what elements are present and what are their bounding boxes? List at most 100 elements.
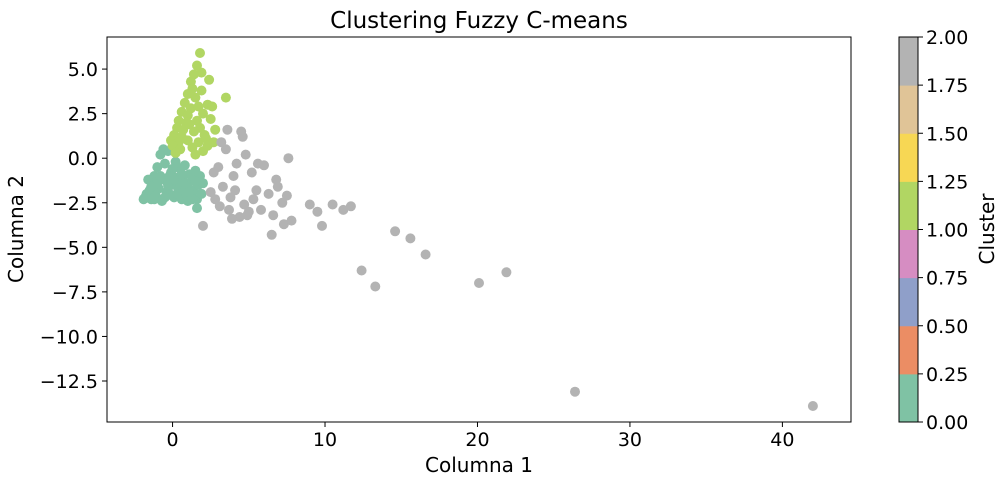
- scatter-point: [248, 194, 259, 205]
- scatter-point: [208, 137, 219, 148]
- scatter-point: [172, 188, 183, 199]
- scatter-point: [216, 137, 227, 148]
- scatter-point: [159, 158, 170, 169]
- y-tick-label: −7.5: [52, 282, 98, 304]
- scatter-point: [196, 188, 207, 199]
- y-tick-label: 5.0: [68, 59, 98, 81]
- scatter-point: [146, 181, 157, 192]
- scatter-point: [170, 147, 181, 158]
- colorbar-tick-label: 0.25: [926, 364, 968, 386]
- y-tick-label: 2.5: [68, 104, 98, 126]
- scatter-point: [196, 67, 207, 78]
- scatter-point: [345, 201, 356, 212]
- colorbar-segment: [899, 85, 918, 134]
- scatter-point: [158, 144, 169, 155]
- scatter-point: [176, 169, 187, 180]
- scatter-point: [474, 278, 484, 288]
- scatter-point: [155, 171, 166, 181]
- scatter-point: [208, 167, 219, 178]
- colorbar-segment: [899, 229, 918, 279]
- scatter-point: [390, 226, 401, 237]
- y-tick-label: −12.5: [40, 371, 98, 393]
- colorbar-segment: [899, 277, 918, 327]
- colorbar-tick-label: 1.25: [926, 171, 968, 193]
- scatter-point: [225, 192, 236, 203]
- scatter-point: [192, 203, 202, 214]
- scatter-point: [278, 219, 289, 230]
- plot-frame: [106, 36, 852, 423]
- scatter-point: [205, 187, 216, 198]
- scatter-point: [281, 190, 292, 201]
- y-tick-label: −10.0: [40, 326, 98, 348]
- colorbar-segment: [899, 325, 918, 375]
- scatter-point: [252, 158, 263, 169]
- scatter-point: [224, 204, 234, 215]
- scatter-point: [190, 176, 201, 187]
- x-tick-label: 0: [167, 429, 179, 451]
- scatter-point: [214, 201, 225, 212]
- scatter-point: [190, 149, 201, 160]
- scatter-point: [256, 204, 266, 215]
- scatter-point: [242, 210, 253, 221]
- scatter-point: [222, 124, 233, 135]
- scatter-point: [184, 187, 195, 198]
- scatter-point: [193, 101, 204, 112]
- scatter-point: [230, 185, 241, 196]
- scatter-point: [286, 215, 297, 226]
- scatter-point: [327, 199, 338, 210]
- scatter-point: [263, 188, 274, 199]
- scatter-point: [190, 92, 201, 103]
- x-tick-label: 40: [770, 429, 794, 451]
- scatter-point: [210, 194, 221, 205]
- colorbar-tick-label: 0.00: [926, 412, 968, 434]
- chart-title: Clustering Fuzzy C-means: [330, 8, 628, 34]
- scatter-point: [198, 108, 208, 119]
- scatter-point: [283, 153, 294, 164]
- scatter-point: [228, 171, 239, 181]
- scatter-point: [272, 181, 283, 192]
- colorbar-segment: [899, 181, 918, 230]
- colorbar-tick-label: 0.50: [926, 316, 968, 338]
- scatter-point: [207, 101, 218, 112]
- scatter-point: [210, 124, 221, 135]
- y-tick-label: −5.0: [52, 237, 98, 259]
- scatter-point: [231, 158, 242, 169]
- colorbar-segment: [899, 37, 918, 86]
- y-tick-label: −2.5: [52, 193, 98, 215]
- scatter-point: [188, 126, 199, 137]
- scatter-point: [317, 220, 327, 231]
- scatter-point: [807, 401, 818, 411]
- plot-area: 0 10 20 30 40 5.0 2.5 0.0 −2.5 −5.0 −7.5 −10.0 −12.5: [40, 36, 852, 451]
- scatter-points: [138, 48, 818, 411]
- scatter-point: [182, 135, 193, 146]
- scatter-point: [184, 119, 195, 130]
- scatter-point: [204, 74, 215, 85]
- scatter-point: [149, 194, 160, 205]
- scatter-point: [405, 233, 416, 244]
- x-tick-label: 10: [313, 429, 337, 451]
- colorbar-segment: [899, 373, 918, 423]
- colorbar-tick-label: 1.75: [926, 75, 968, 97]
- scatter-point: [356, 265, 367, 276]
- scatter-point: [198, 178, 208, 189]
- y-axis-title: Columna 2: [4, 175, 28, 283]
- colorbar-title: Cluster: [975, 193, 999, 265]
- x-axis-title: Columna 1: [425, 453, 533, 477]
- scatter-point: [277, 197, 288, 208]
- scatter-point: [234, 212, 245, 222]
- colorbar-tick-label: 1.50: [926, 123, 968, 145]
- scatter-point: [268, 210, 279, 221]
- scatter-point: [246, 167, 257, 178]
- scatter-point: [138, 194, 149, 205]
- colorbar-tick-label: 0.75: [926, 268, 968, 290]
- scatter-point: [169, 174, 180, 185]
- x-tick-label: 30: [618, 429, 642, 451]
- y-tick-label: 0.0: [68, 148, 98, 170]
- scatter-point: [338, 204, 349, 215]
- scatter-point: [198, 220, 208, 231]
- scatter-point: [420, 249, 431, 260]
- scatter-point: [192, 60, 202, 71]
- scatter-point: [159, 192, 170, 203]
- scatter-point: [570, 386, 580, 397]
